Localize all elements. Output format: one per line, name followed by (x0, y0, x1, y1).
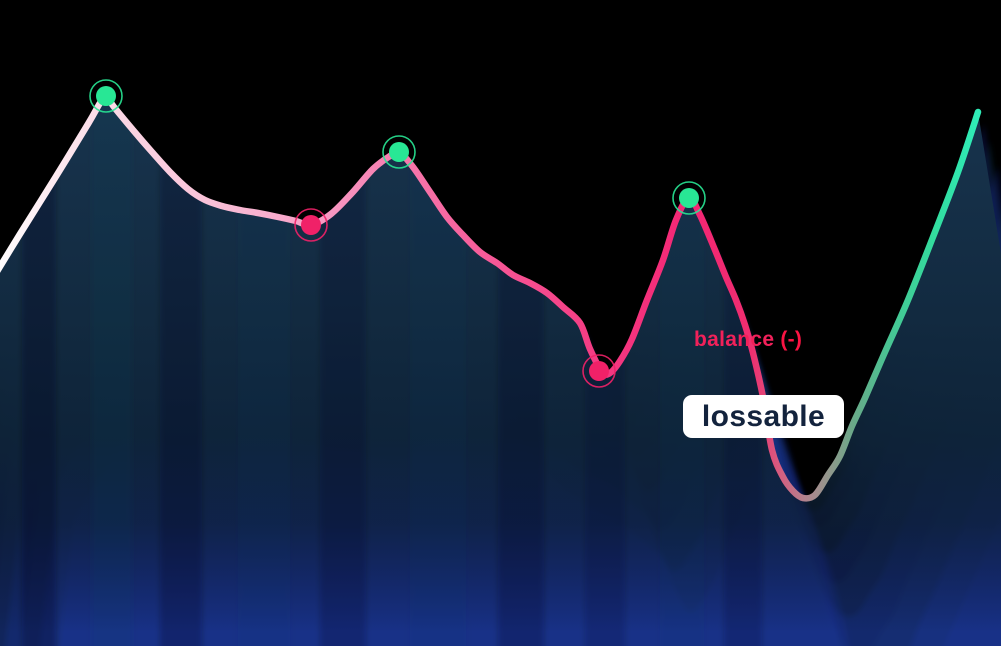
peak-marker-dot (389, 142, 409, 162)
lossable-wordmark-text: lossable (701, 399, 826, 433)
peak-marker-ring (89, 79, 123, 113)
low-marker-dot (589, 361, 609, 381)
low-marker-dot (301, 215, 321, 235)
series-label-suffix: (-) (780, 328, 803, 351)
peak-marker-dot (679, 188, 699, 208)
low-marker-ring (582, 354, 616, 388)
low-marker-ring (294, 208, 328, 242)
peak-marker-dot (96, 86, 116, 106)
series-label: balance (-) (694, 328, 802, 352)
peak-marker-ring (382, 135, 416, 169)
lossable-wordmark-badge: lossable (683, 395, 844, 438)
balance-line (0, 92, 982, 502)
series-label-text: balance (694, 328, 775, 351)
peak-marker-ring (672, 181, 706, 215)
